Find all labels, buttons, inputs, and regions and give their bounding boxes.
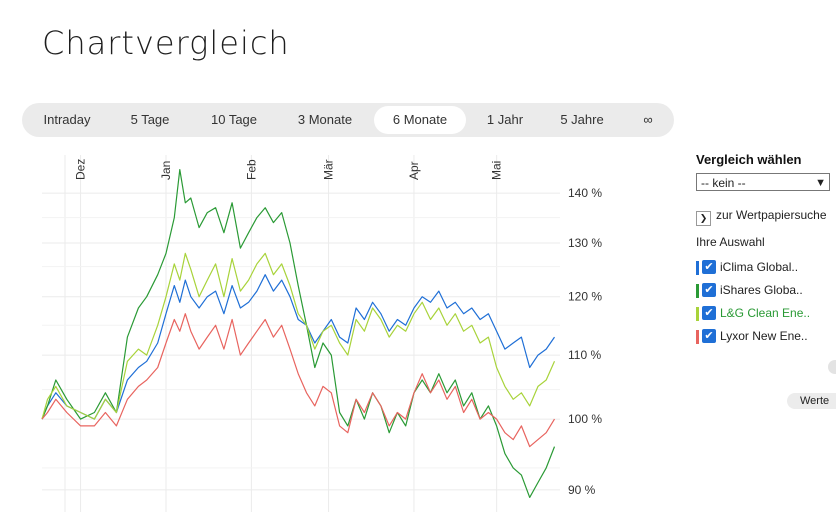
compare-select[interactable]: -- kein -- ▼ — [696, 173, 830, 191]
y-tick-label: 130 % — [568, 236, 602, 250]
tab-5-tage[interactable]: 5 Tage — [130, 112, 170, 127]
tab-3-monate[interactable]: 3 Monate — [297, 112, 353, 127]
month-label: Mär — [322, 159, 336, 180]
month-label: Feb — [244, 159, 258, 180]
series-color-marker — [696, 261, 699, 275]
compare-title: Vergleich wählen — [696, 152, 802, 167]
checkbox-checked-icon[interactable]: ✔ — [702, 260, 716, 274]
compare-select-value: -- kein -- — [701, 176, 746, 190]
month-label: Jan — [159, 161, 173, 180]
tab-10-tage[interactable]: 10 Tage — [210, 112, 258, 127]
series-line-3 — [41, 313, 556, 448]
chevron-down-icon: ▼ — [815, 177, 826, 189]
security-search-label: zur Wertpapiersuche — [716, 208, 827, 222]
tab-intraday[interactable]: Intraday — [43, 112, 91, 127]
y-tick-label: 100 % — [568, 412, 602, 426]
comparison-line-chart: Dez Jan Feb Mär Apr Mai 140 % 130 % 120 % 110 % 1… — [41, 155, 602, 512]
y-tick-label: 140 % — [568, 186, 602, 200]
page-title: Chartvergleich — [42, 24, 290, 62]
werte-button[interactable]: Werte — [787, 393, 836, 409]
y-tick-label: 110 % — [568, 348, 601, 362]
tab-6-monate[interactable]: 6 Monate — [374, 106, 466, 134]
checkbox-checked-icon[interactable]: ✔ — [702, 329, 716, 343]
checkbox-checked-icon[interactable]: ✔ — [702, 306, 716, 320]
month-label: Mai — [490, 161, 504, 180]
y-tick-label: 90 % — [568, 483, 596, 497]
checkbox-checked-icon[interactable]: ✔ — [702, 283, 716, 297]
selection-title: Ihre Auswahl — [696, 235, 765, 249]
series-color-marker — [696, 284, 699, 298]
arrow-right-icon: ❯ — [696, 211, 711, 226]
month-label: Dez — [74, 159, 88, 180]
selection-label: iShares Globa.. — [720, 283, 803, 297]
series-line-2 — [41, 252, 556, 420]
scroll-handle[interactable] — [828, 360, 836, 374]
series-line-1 — [41, 169, 556, 498]
selection-label: L&G Clean Ene.. — [720, 306, 811, 320]
tab-unlimited[interactable]: ∞ — [643, 112, 653, 127]
series-color-marker — [696, 330, 699, 344]
tab-5-jahre[interactable]: 5 Jahre — [560, 112, 604, 127]
selection-label: Lyxor New Ene.. — [720, 329, 808, 343]
y-tick-label: 120 % — [568, 290, 602, 304]
series-color-marker — [696, 307, 699, 321]
security-search-link[interactable]: ❯ zur Wertpapiersuche — [696, 208, 827, 226]
selection-label: iClima Global.. — [720, 260, 799, 274]
month-label: Apr — [407, 161, 421, 180]
tab-1-jahr[interactable]: 1 Jahr — [486, 112, 524, 127]
time-range-tabs: Intraday 5 Tage 10 Tage 3 Monate 6 Monat… — [22, 103, 674, 137]
